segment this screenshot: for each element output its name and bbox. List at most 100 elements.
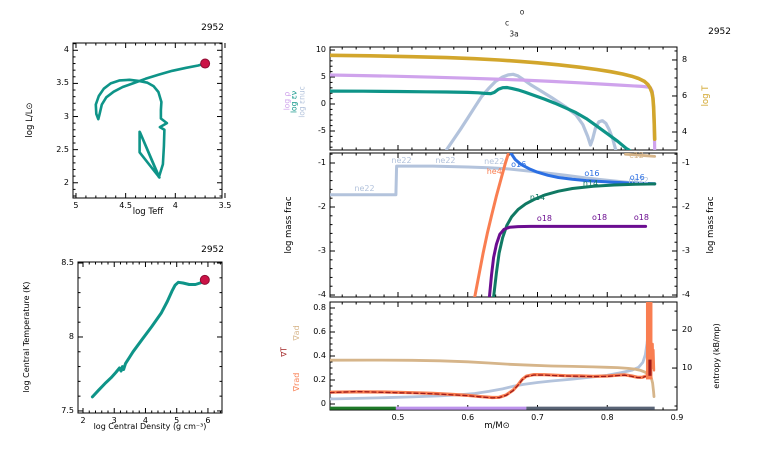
- isotope-label-o18: o18: [592, 213, 608, 223]
- hr-ytick-label: 4: [63, 45, 69, 55]
- pbot-xtick-label: 0.6: [461, 413, 475, 422]
- ptop-panel: [329, 46, 678, 151]
- pbot-panel: [329, 301, 678, 411]
- isotope-label-n14: n14: [529, 192, 546, 202]
- current-model-marker: [200, 58, 211, 69]
- hr-ytick-label: 2.5: [56, 144, 69, 154]
- mass-frac-left-axis-label: log mass frac: [283, 196, 294, 254]
- hr-xtick-label: 4: [172, 201, 178, 210]
- mix-zone-bar-1: [330, 406, 396, 410]
- entropy-curve: [330, 336, 650, 401]
- n14-curve: [492, 182, 657, 297]
- o16-curve: [509, 153, 657, 186]
- hr-ytick-label: 2: [63, 177, 69, 187]
- ptop-ytick-right-label: 4: [682, 126, 688, 136]
- pmid-ytick-right-label: -2: [682, 202, 690, 211]
- central-conditions-track: [90, 278, 207, 399]
- pmid-ytick-label: -1: [318, 157, 326, 167]
- pbot-ytick-label: 0.6: [313, 327, 326, 336]
- hr-ytick-label: 3: [63, 111, 69, 121]
- grad-rad-spike: [645, 302, 653, 380]
- ptop-ytick-right-label: 8: [682, 54, 688, 64]
- hr-ytick-label: 3.5: [56, 78, 69, 88]
- current-model-marker: [199, 274, 210, 285]
- mix-zone-bar-2: [395, 406, 527, 410]
- hr-title: 2952: [201, 23, 224, 33]
- isotope-label-o16: o16: [629, 172, 645, 182]
- pmid-panel: [329, 152, 678, 298]
- mass-frac-right-axis-label: log mass frac: [705, 196, 716, 254]
- mix-zone-bar-3: [526, 406, 655, 410]
- c12-curve: [624, 153, 657, 158]
- trho-ytick-label: 7.5: [61, 405, 74, 415]
- he4-curve: [473, 153, 510, 297]
- isotope-label-o16: o16: [511, 160, 527, 170]
- pbot-xtick-label: 0.5: [391, 413, 405, 422]
- trho-xtick-label: 3: [111, 416, 117, 425]
- burn-label-o: o: [519, 7, 525, 17]
- log-T-curve: [330, 53, 657, 141]
- hr-xlabel: log Teff: [132, 206, 164, 217]
- ptop-ytick-label: 0: [320, 99, 326, 108]
- log-eps-nuc-axis-label: log εnuc: [297, 86, 307, 118]
- pbot-ytick-label: 0.2: [313, 375, 326, 384]
- isotope-label-ne22: ne22: [484, 156, 505, 166]
- ptop-ytick-label: -5: [318, 125, 326, 135]
- pmid-ytick-right-label: -3: [682, 246, 690, 255]
- trho-ytick-label: 8: [68, 331, 74, 341]
- grad-rad-spike-tail: [651, 342, 656, 372]
- pmid-ytick-label: -3: [318, 246, 326, 255]
- isotope-label-ne22: ne22: [354, 184, 375, 194]
- trho-xtick-label: 6: [205, 416, 211, 425]
- ptop-ytick-label: 10: [315, 45, 326, 55]
- o18-curve: [487, 224, 648, 297]
- grad-ad-axis-label: ∇ad: [292, 325, 301, 341]
- profile-title: 2952: [708, 27, 731, 37]
- pbot-ytick-label: 0.8: [313, 303, 326, 312]
- hr-xtick-label: 4.5: [119, 201, 133, 210]
- grad-T-curve: [330, 374, 646, 399]
- burn-label-3a: 3a: [509, 29, 519, 39]
- trho-panel: [77, 261, 223, 414]
- trho-frame: [77, 261, 223, 414]
- ptop-frame: [329, 46, 678, 151]
- pmid-ytick-label: -2: [318, 202, 326, 211]
- trho-title: 2952: [201, 245, 224, 255]
- trho-xtick-label: 5: [174, 416, 180, 425]
- isotope-label-c12: c12: [629, 150, 644, 160]
- isotope-label-n14: n14: [582, 178, 599, 188]
- pmid-ytick-right-label: -1: [682, 157, 690, 167]
- isotope-label-ne22: ne22: [435, 155, 456, 165]
- hr-panel: [72, 42, 226, 199]
- pbot-xtick-label: 0.8: [600, 413, 614, 422]
- isotope-label-he4: he4: [486, 166, 502, 176]
- trho-ytick-label: 8.5: [61, 258, 74, 268]
- trho-xlabel: log Central Density (g cm⁻³): [93, 422, 207, 431]
- ptop-ytick-label: 5: [320, 72, 326, 81]
- evolution-track: [94, 62, 207, 179]
- pmid-ytick-right-label: -4: [682, 290, 690, 300]
- pbot-xtick-label: 0.7: [531, 413, 544, 422]
- entropy-axis-label: entropy (kB/mp): [712, 323, 721, 389]
- grad-rad-axis-label: ∇rad: [292, 372, 301, 392]
- pbot-ytick-right-label: 10: [682, 363, 693, 373]
- ptop-ytick-right-label: 6: [682, 90, 688, 100]
- isotope-label-o18: o18: [536, 214, 553, 224]
- log-eps-nuc-curve: [445, 72, 618, 150]
- pbot-ytick-label: 0.4: [313, 351, 326, 360]
- grad-T-axis-label: ∇T: [279, 347, 289, 357]
- pbot-ytick-right-label: 20: [682, 325, 693, 335]
- hr-xtick-label: 5: [73, 201, 79, 210]
- pbot-frame: [329, 301, 678, 411]
- hr-ylabel: log L/L⊙: [24, 102, 35, 138]
- pmid-ytick-label: -4: [318, 290, 326, 300]
- isotope-label-ne22: ne22: [391, 155, 412, 165]
- grad-T-spike-blob: [648, 359, 652, 376]
- isotope-label-o16: o16: [584, 168, 600, 178]
- log-eps-nu-curve: [330, 85, 632, 150]
- mass-xaxis-label: m/M⊙: [484, 420, 510, 431]
- pbot-ytick-label: 0: [320, 399, 326, 408]
- trho-xtick-label: 4: [142, 416, 149, 425]
